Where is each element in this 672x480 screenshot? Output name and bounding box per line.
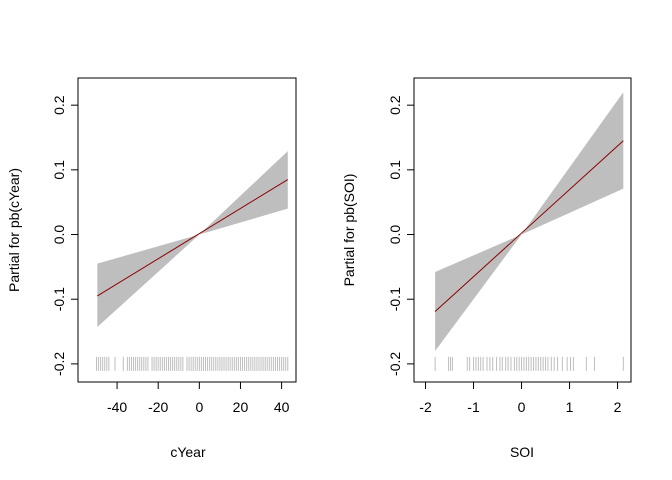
y-tick-label: -0.1 [51,287,67,311]
y-tick-label: 0.0 [387,225,403,245]
y-axis-label: Partial for pb(SOI) [341,174,357,287]
x-tick-label: 40 [274,399,290,415]
fit-line [434,140,624,312]
x-axis-label: cYear [170,444,206,460]
confidence-band [97,151,288,328]
x-tick-label: 2 [614,399,622,415]
plot-frame [77,77,297,383]
y-tick-label: 0.2 [51,95,67,115]
y-axis-label: Partial for pb(cYear) [6,168,22,292]
x-tick-label: 0 [518,399,526,415]
x-tick-label: -2 [419,399,432,415]
y-tick-label: 0.1 [51,160,67,180]
plot-frame [413,77,632,383]
x-tick-label: -40 [107,399,127,415]
x-tick-label: 1 [566,399,574,415]
fit-line [97,179,289,297]
panel-cyear: cYear Partial for pb(cYear) -40 -20 0 20 40 -… [6,77,297,460]
y-tick-label: 0.0 [51,225,67,245]
y-tick-label: -0.2 [387,352,403,376]
x-tick-label: 20 [233,399,249,415]
x-tick-label: 0 [195,399,203,415]
y-tick-label: -0.1 [387,287,403,311]
confidence-band [435,92,624,351]
x-tick-label: -1 [467,399,480,415]
y-tick-label: -0.2 [51,352,67,376]
x-tick-label: -20 [148,399,168,415]
x-axis-label: SOI [510,444,534,460]
y-tick-label: 0.2 [387,95,403,115]
panel-soi: SOI Partial for pb(SOI) -2 -1 0 1 2 -0.2 -0.1 0… [341,77,632,460]
y-tick-label: 0.1 [387,160,403,180]
